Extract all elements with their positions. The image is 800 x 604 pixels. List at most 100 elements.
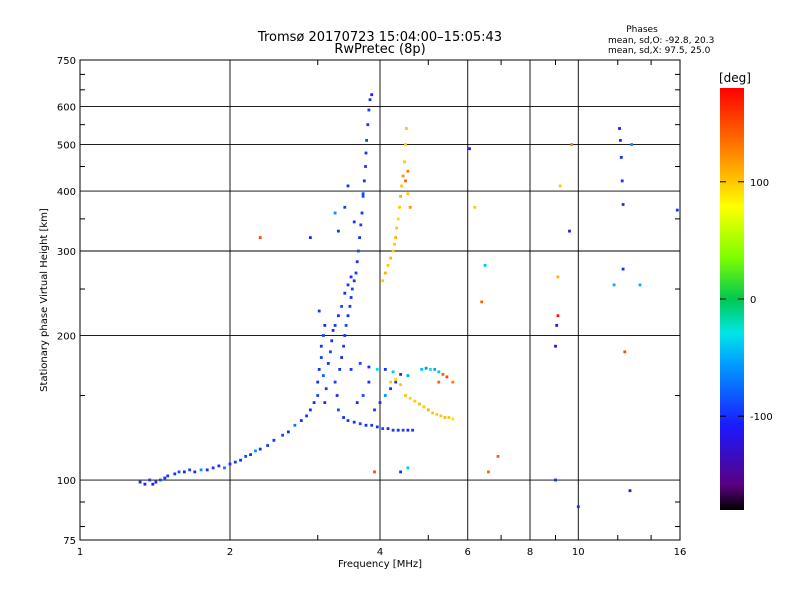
data-point [173, 472, 177, 476]
data-point [346, 314, 350, 318]
data-point [343, 205, 347, 209]
data-point [344, 324, 348, 327]
data-point [352, 420, 356, 424]
colorbar-label: [deg] [719, 71, 751, 85]
plot-frame [79, 59, 681, 541]
data-point [480, 300, 484, 304]
data-point [343, 291, 347, 295]
data-point [366, 123, 370, 127]
data-point [154, 480, 158, 484]
data-point [445, 375, 449, 379]
data-point [258, 447, 262, 451]
data-point [316, 394, 320, 397]
data-point [364, 151, 368, 155]
data-point [193, 470, 197, 474]
data-point [346, 283, 350, 287]
data-point [319, 356, 323, 359]
data-point [408, 205, 412, 209]
chart-title: Tromsø 20170723 15:04:00–15:05:43 [257, 30, 502, 45]
x-tick-label: 2 [227, 547, 233, 558]
data-point [576, 505, 580, 509]
data-point [254, 449, 257, 453]
data-point [329, 350, 332, 354]
data-point [558, 184, 562, 188]
data-point [556, 275, 560, 279]
data-point [375, 368, 379, 371]
data-point [381, 427, 385, 430]
data-point [199, 468, 203, 472]
data-point [400, 184, 403, 188]
data-point [333, 324, 337, 327]
data-point [330, 339, 334, 343]
data-point [418, 402, 421, 406]
data-point [437, 380, 441, 384]
colorbar-tick-label: -100 [750, 412, 773, 423]
data-point [358, 236, 361, 239]
data-point [405, 127, 408, 130]
data-point [394, 378, 398, 381]
x-axis-label: Frequency [MHz] [338, 559, 422, 570]
stats-heading: Phases [626, 25, 658, 35]
data-point [370, 423, 374, 427]
data-point [399, 194, 402, 198]
data-point [266, 444, 269, 447]
data-point [331, 329, 335, 332]
data-point [395, 226, 399, 230]
data-point [211, 466, 215, 470]
data-point [638, 283, 642, 287]
data-point [355, 401, 359, 404]
data-point [433, 368, 437, 371]
data-point [323, 401, 327, 404]
data-point [441, 373, 445, 376]
data-point [272, 438, 276, 442]
data-point [383, 368, 387, 371]
data-point [349, 275, 353, 279]
data-point [217, 464, 221, 468]
data-point [370, 93, 374, 97]
data-point [326, 362, 330, 365]
data-point [401, 428, 405, 432]
data-point [361, 194, 365, 198]
data-point [322, 334, 325, 337]
data-point [431, 411, 434, 415]
data-point [335, 394, 339, 397]
data-point [389, 256, 392, 260]
data-point [350, 287, 354, 291]
data-point [487, 470, 490, 474]
data-point [352, 220, 356, 224]
data-point [623, 350, 627, 354]
data-point [375, 425, 379, 429]
data-point [258, 236, 262, 239]
data-point [612, 283, 616, 287]
data-point [408, 396, 412, 400]
data-point [346, 419, 350, 422]
data-point [378, 401, 382, 404]
data-point [228, 462, 232, 466]
data-point [309, 236, 312, 239]
data-point [398, 205, 401, 209]
data-point [159, 478, 162, 482]
data-point [293, 423, 297, 427]
data-point [386, 427, 390, 430]
data-point [435, 413, 439, 416]
data-point [249, 453, 252, 456]
data-point [451, 380, 455, 384]
data-point [406, 192, 410, 196]
data-point [223, 466, 226, 470]
colorbar-tick-label: 0 [750, 295, 756, 306]
data-point [389, 380, 392, 384]
data-point [319, 344, 323, 348]
data-point [342, 416, 345, 419]
data-point [312, 401, 316, 404]
x-tick-label: 6 [465, 547, 471, 558]
data-point [342, 344, 345, 348]
data-point [316, 380, 320, 384]
x-tick-label: 4 [377, 547, 383, 558]
data-point [183, 470, 186, 474]
data-point [406, 374, 410, 377]
data-point [357, 249, 360, 253]
data-point [426, 408, 430, 412]
data-point [364, 423, 368, 427]
data-point [468, 147, 471, 151]
data-point [299, 419, 303, 422]
